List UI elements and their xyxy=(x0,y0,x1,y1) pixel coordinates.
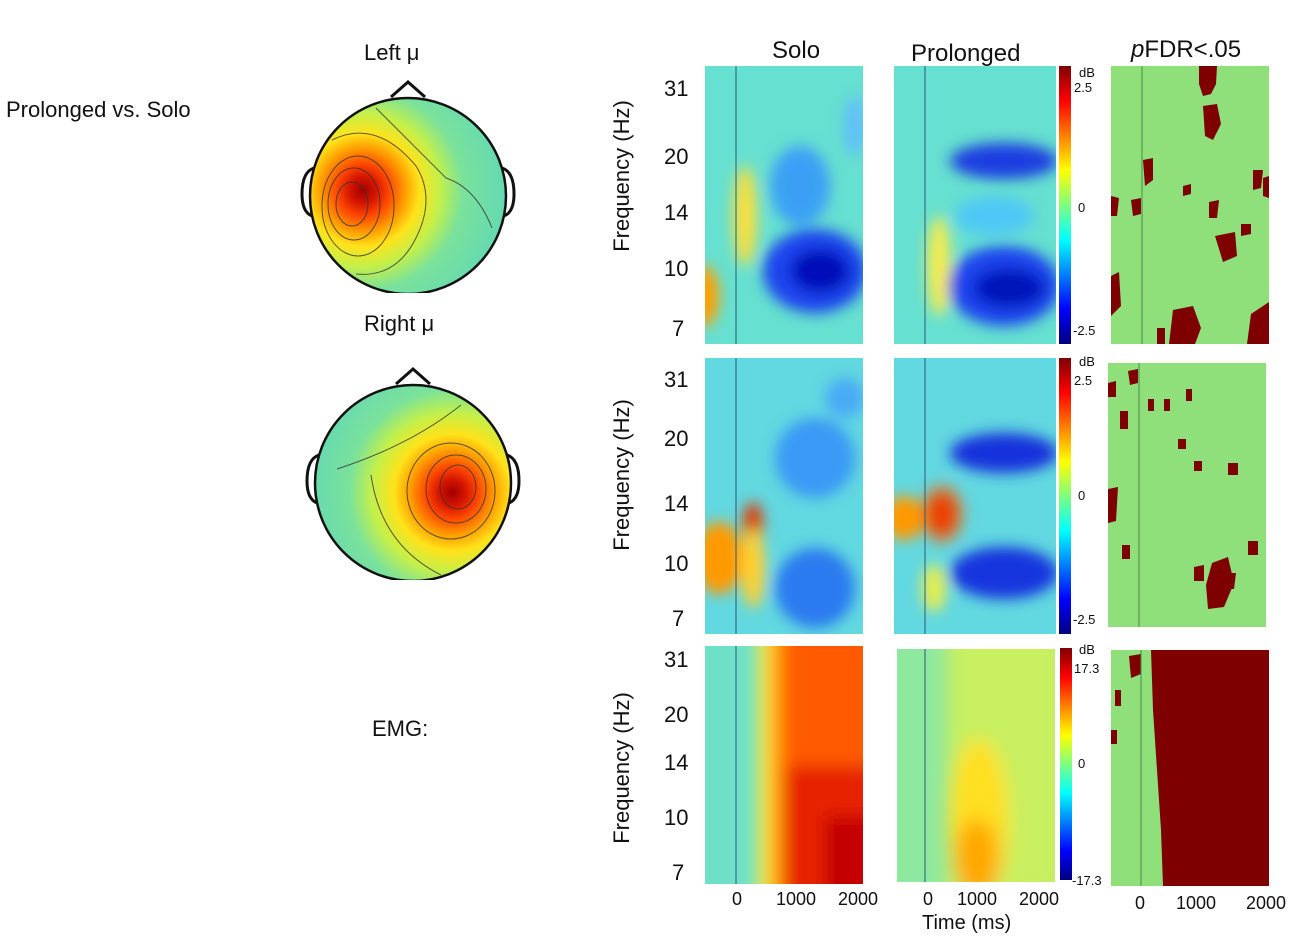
y-tick: 7 xyxy=(672,860,685,885)
colorbar-mid: 0 xyxy=(1078,200,1086,215)
x-tick: 1000 xyxy=(957,889,998,909)
topoplot-left-mu xyxy=(300,79,516,293)
colorbar-unit: dB xyxy=(1079,354,1095,369)
y-tick: 10 xyxy=(664,805,689,830)
colorbar-row2 xyxy=(1059,358,1071,634)
y-tick: 31 xyxy=(664,647,689,672)
y-tick: 31 xyxy=(664,76,689,101)
nose-icon xyxy=(390,79,426,99)
topo-label-left-mu: Left μ xyxy=(364,40,420,65)
significance-mask-emg xyxy=(1111,650,1269,886)
colorbar-row3 xyxy=(1060,648,1072,880)
significance-mask-leftmu xyxy=(1111,66,1269,344)
x-tick: 0 xyxy=(923,889,934,909)
scalp-map xyxy=(313,383,513,580)
y-tick: 7 xyxy=(672,316,685,341)
scalp-map xyxy=(308,96,508,293)
y-axis-label-row2: Frequency (Hz) xyxy=(608,399,634,551)
y-tick: 7 xyxy=(672,606,685,631)
topo-label-right-mu: Right μ xyxy=(364,311,435,336)
y-tick: 31 xyxy=(664,367,689,392)
column-title-solo: Solo xyxy=(772,37,821,64)
x-tick: 1000 xyxy=(776,889,817,909)
significance-mask-rightmu xyxy=(1108,363,1266,627)
heatmap-emg-solo xyxy=(705,646,863,884)
colorbar-unit: dB xyxy=(1079,642,1095,657)
comparison-label: Prolonged vs. Solo xyxy=(6,97,191,122)
colorbar-unit: dB xyxy=(1079,65,1095,80)
y-tick: 14 xyxy=(664,750,689,775)
colorbar-row1 xyxy=(1059,66,1071,344)
colorbar-mid: 0 xyxy=(1078,488,1086,503)
emg-label: EMG: xyxy=(372,716,429,741)
heatmap-leftmu-solo xyxy=(705,66,863,344)
y-tick: 10 xyxy=(664,256,689,281)
heatmap-emg-prolonged xyxy=(897,649,1055,882)
column-title-prolonged: Prolonged xyxy=(911,40,1021,67)
y-tick: 20 xyxy=(664,426,689,451)
contour-lines xyxy=(336,404,496,576)
topoplot-right-mu xyxy=(305,366,521,580)
x-axis-label: Time (ms) xyxy=(922,912,1012,934)
x-tick: 2000 xyxy=(1019,889,1060,909)
x-tick: 2000 xyxy=(1246,893,1287,913)
colorbar-max: 2.5 xyxy=(1074,80,1093,95)
contour-lines xyxy=(321,107,493,275)
heatmap-rightmu-solo xyxy=(705,358,863,634)
y-axis-label-row1: Frequency (Hz) xyxy=(608,100,634,252)
y-tick: 10 xyxy=(664,551,689,576)
y-tick: 20 xyxy=(664,144,689,169)
colorbar-min: -2.5 xyxy=(1073,323,1096,338)
x-tick: 0 xyxy=(732,889,743,909)
colorbar-mid: 0 xyxy=(1078,756,1086,771)
colorbar-min: -2.5 xyxy=(1073,612,1096,627)
p-italic: p xyxy=(1131,36,1145,63)
x-tick: 2000 xyxy=(838,889,879,909)
colorbar-min: -17.3 xyxy=(1072,873,1102,888)
heatmap-leftmu-prolonged xyxy=(894,66,1056,344)
y-tick: 14 xyxy=(664,200,689,225)
column-title-significance: pFDR<.05 xyxy=(1131,36,1241,64)
x-tick: 0 xyxy=(1135,893,1146,913)
x-tick: 1000 xyxy=(1176,893,1217,913)
y-axis-label-row3: Frequency (Hz) xyxy=(608,692,634,844)
y-tick: 14 xyxy=(664,491,689,516)
colorbar-max: 17.3 xyxy=(1074,661,1100,676)
y-tick: 20 xyxy=(664,702,689,727)
colorbar-max: 2.5 xyxy=(1074,373,1093,388)
nose-icon xyxy=(395,366,431,386)
fdr-label: FDR<.05 xyxy=(1144,36,1242,63)
heatmap-rightmu-prolonged xyxy=(894,358,1056,634)
